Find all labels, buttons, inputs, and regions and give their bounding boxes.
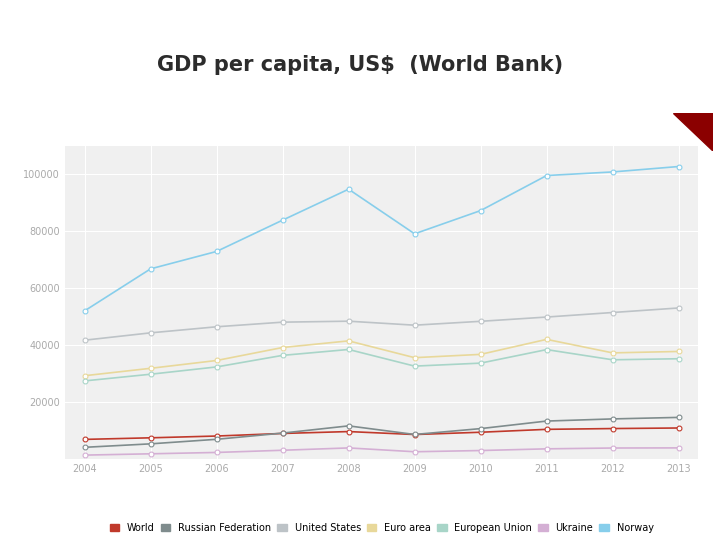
Legend: World, Russian Federation, United States, Euro area, European Union, Ukraine, No: World, Russian Federation, United States… (107, 520, 657, 536)
Text: GDP per capita, US$  (World Bank): GDP per capita, US$ (World Bank) (157, 55, 563, 75)
Polygon shape (673, 113, 713, 151)
